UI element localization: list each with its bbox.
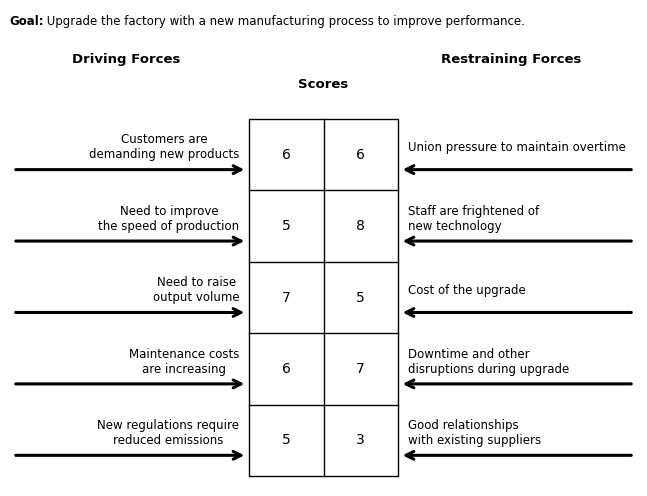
Text: 7: 7 <box>356 362 365 376</box>
Text: 3: 3 <box>356 434 365 447</box>
Text: Maintenance costs
are increasing: Maintenance costs are increasing <box>129 348 239 375</box>
Text: 5: 5 <box>282 219 291 233</box>
Text: 6: 6 <box>282 362 291 376</box>
Text: Scores: Scores <box>298 78 349 91</box>
Text: Cost of the upgrade: Cost of the upgrade <box>408 284 525 297</box>
Text: Downtime and other
disruptions during upgrade: Downtime and other disruptions during up… <box>408 348 569 375</box>
Text: 8: 8 <box>356 219 365 233</box>
Text: Upgrade the factory with a new manufacturing process to improve performance.: Upgrade the factory with a new manufactu… <box>43 15 525 28</box>
Text: Goal:: Goal: <box>10 15 45 28</box>
Text: 5: 5 <box>356 291 365 305</box>
Text: Need to improve
the speed of production: Need to improve the speed of production <box>98 205 239 233</box>
Text: New regulations require
reduced emissions: New regulations require reduced emission… <box>98 419 239 447</box>
Text: Union pressure to maintain overtime: Union pressure to maintain overtime <box>408 141 626 154</box>
Text: 7: 7 <box>282 291 291 305</box>
Bar <box>249 119 398 476</box>
Text: Staff are frightened of
new technology: Staff are frightened of new technology <box>408 205 539 233</box>
Text: 6: 6 <box>356 148 365 162</box>
Text: 5: 5 <box>282 434 291 447</box>
Text: Need to raise
output volume: Need to raise output volume <box>153 276 239 304</box>
Text: 6: 6 <box>282 148 291 162</box>
Text: Driving Forces: Driving Forces <box>72 53 181 66</box>
Text: Good relationships
with existing suppliers: Good relationships with existing supplie… <box>408 419 541 447</box>
Text: Customers are
demanding new products: Customers are demanding new products <box>89 133 239 161</box>
Text: Restraining Forces: Restraining Forces <box>441 53 581 66</box>
